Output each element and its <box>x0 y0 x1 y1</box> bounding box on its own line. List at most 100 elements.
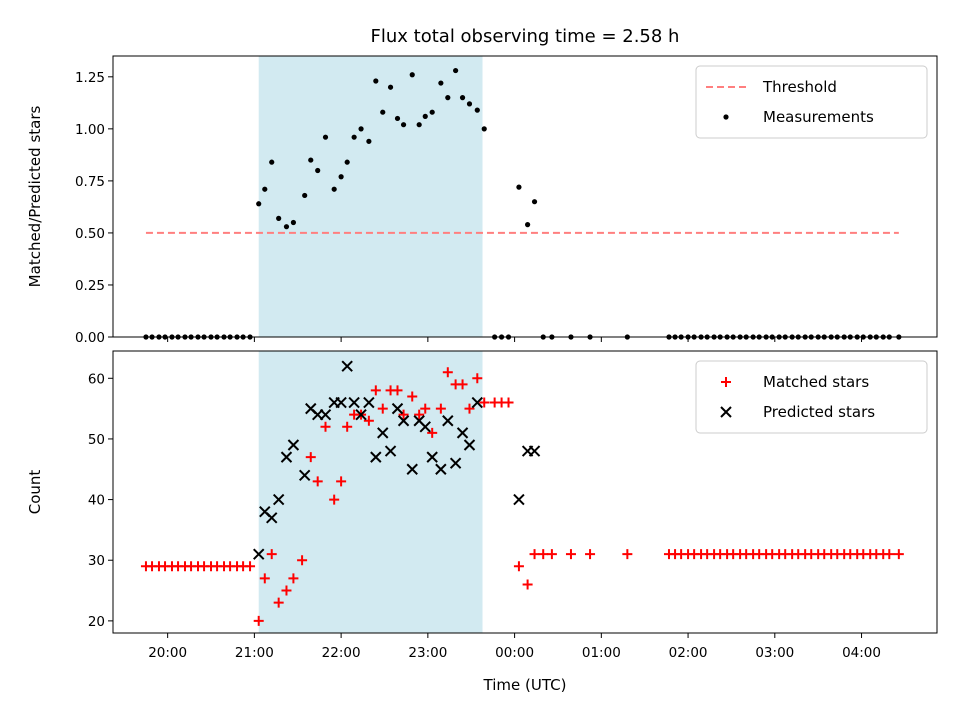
predicted-point <box>355 408 367 421</box>
matched-point <box>363 415 374 426</box>
matched-point <box>420 403 431 414</box>
predicted-point <box>272 493 285 506</box>
chart-title: Flux total observing time = 2.58 h <box>371 26 680 47</box>
x-tick-label: 00:00 <box>495 645 534 661</box>
matched-point <box>377 403 388 414</box>
data-point <box>466 101 473 107</box>
predicted-point <box>363 396 375 409</box>
predicted-point <box>253 548 265 560</box>
matched-point <box>288 573 299 584</box>
matched-point <box>503 397 514 408</box>
legend-label: Matched stars <box>763 373 869 391</box>
data-point <box>290 219 297 226</box>
bottom-panel-counts: 20 30 40 50 60 20:00 21:00 22:00 23:00 00:00 01:00… <box>26 350 938 661</box>
observing-window-span <box>258 56 483 337</box>
matched-point <box>392 385 403 396</box>
data-point <box>366 138 372 144</box>
predicted-point <box>426 451 438 463</box>
data-point <box>338 174 344 180</box>
x-tick-label: 21:00 <box>235 645 274 661</box>
matched-point <box>342 421 353 432</box>
matched-point <box>472 373 483 384</box>
predicted-point <box>449 457 462 469</box>
predicted-point <box>397 415 410 427</box>
y-tick-label: 60 <box>88 371 105 387</box>
data-point <box>453 67 459 74</box>
data-point <box>481 126 487 132</box>
x-tick-label: 23:00 <box>408 645 447 661</box>
legend-swatch-matched <box>721 377 731 387</box>
data-point <box>525 222 531 228</box>
data-point <box>276 215 282 221</box>
matched-point <box>305 452 316 463</box>
data-point <box>322 134 329 140</box>
predicted-point <box>377 427 389 439</box>
matched-point <box>329 494 340 505</box>
matched-point <box>273 597 284 608</box>
y-tick-label: 40 <box>88 493 105 509</box>
y-tick-label: 0.00 <box>75 330 105 346</box>
y-tick-label: 20 <box>88 614 105 630</box>
data-point <box>358 126 364 132</box>
predicted-point <box>419 421 431 433</box>
data-point <box>331 186 337 192</box>
matched-point <box>281 585 292 596</box>
matched-point <box>427 427 438 438</box>
predicted-point <box>341 360 353 372</box>
predicted-point <box>406 463 418 475</box>
legend-box <box>695 65 928 139</box>
x-axis-label: Time (UTC) <box>483 676 567 694</box>
x-tick-label: 01:00 <box>582 645 621 661</box>
matched-point <box>546 549 557 560</box>
predicted-point <box>280 451 293 463</box>
x-tick-label: 04:00 <box>842 645 881 661</box>
data-point <box>387 84 394 90</box>
legend: Matched stars Predicted stars <box>695 360 928 434</box>
predicted-point <box>391 402 404 415</box>
legend: Threshold Measurements <box>695 65 928 139</box>
data-point <box>429 109 435 115</box>
legend-label: Measurements <box>763 108 874 126</box>
matched-point <box>414 409 425 420</box>
predicted-point <box>384 445 397 457</box>
matched-point <box>407 391 418 402</box>
matched-point <box>522 579 533 590</box>
predicted-point <box>463 439 476 451</box>
predicted-point <box>335 396 347 409</box>
predicted-point <box>528 445 541 457</box>
matched-point <box>266 549 277 560</box>
data-point <box>531 199 538 205</box>
axes-frame <box>112 350 938 634</box>
data-point <box>256 201 262 207</box>
predicted-point <box>319 408 332 421</box>
predicted-point <box>435 463 447 475</box>
predicted-point <box>266 512 278 524</box>
axes-frame <box>112 55 938 338</box>
y-axis-label: Count <box>26 470 44 515</box>
predicted-point <box>456 427 469 439</box>
data-point <box>283 224 290 230</box>
matched-point <box>259 573 270 584</box>
y-axis-label: Matched/Predicted stars <box>26 106 44 288</box>
data-point <box>438 80 444 86</box>
data-point <box>400 122 407 128</box>
matched-point <box>297 555 308 566</box>
predicted-point <box>442 415 454 427</box>
data-point <box>409 72 415 78</box>
matched-point <box>893 549 904 560</box>
legend-box <box>695 360 928 434</box>
matched-point <box>513 561 524 572</box>
data-point <box>302 192 308 199</box>
y-tick-label: 30 <box>88 553 105 569</box>
matched-point <box>253 615 264 626</box>
predicted-point <box>348 396 360 409</box>
top-panel-ratio: 0.00 0.25 0.50 0.75 1.00 1.25 Matched/Predicte… <box>26 55 938 346</box>
matched-point <box>565 549 576 560</box>
data-point <box>380 109 386 115</box>
y-tick-label: 1.25 <box>75 70 105 86</box>
data-point <box>262 186 268 192</box>
matched-point <box>884 549 895 560</box>
y-tick-label: 0.50 <box>75 226 105 242</box>
observing-window-span <box>258 351 483 633</box>
